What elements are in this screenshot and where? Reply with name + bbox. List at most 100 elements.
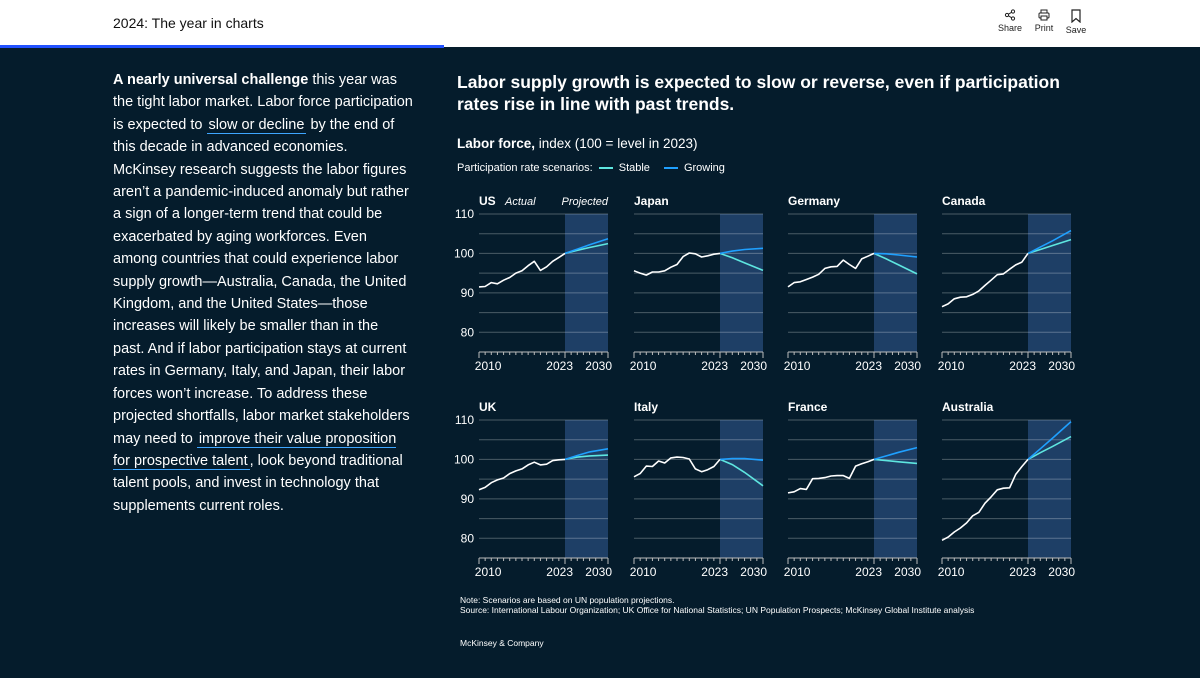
x-tick-label: 2023 (1009, 565, 1036, 579)
brand-logo: McKinsey & Company (460, 638, 544, 648)
page-title: 2024: The year in charts (113, 15, 264, 31)
x-tick-label: 2010 (475, 565, 502, 579)
x-tick-label: 2023 (701, 359, 728, 373)
x-tick-label: 2030 (1048, 359, 1075, 373)
panel-title-uk: UK (479, 400, 497, 414)
line-growing-france (873, 446, 918, 461)
save-button[interactable]: Save (1061, 9, 1091, 35)
line-actual-japan (633, 252, 721, 276)
line-growing-australia (1027, 421, 1072, 461)
note-text: Note: Scenarios are based on UN populati… (460, 595, 675, 605)
text: by the end of this decade in advanced ec… (113, 116, 410, 447)
y-tick-label: 100 (454, 246, 474, 260)
reading-progress-bar (0, 45, 444, 48)
x-tick-label: 2010 (475, 359, 502, 373)
projected-band (720, 420, 763, 558)
legend-swatch-growing (663, 167, 678, 169)
article-paragraph: A nearly universal challenge this year w… (113, 69, 413, 517)
y-tick-label: 100 (454, 452, 474, 466)
panel-title-australia: Australia (942, 400, 994, 414)
x-tick-label: 2030 (894, 565, 921, 579)
projected-band (874, 420, 917, 558)
line-stable-france (873, 458, 918, 465)
chart-title: Labor supply growth is expected to slow … (457, 72, 1060, 114)
print-button[interactable]: Print (1029, 9, 1059, 33)
x-tick-label: 2010 (630, 565, 657, 579)
subtitle-bold: Labor force, (457, 136, 536, 151)
projected-band (874, 214, 917, 352)
x-tick-label: 2023 (546, 565, 573, 579)
legend-label: Participation rate scenarios: (457, 162, 593, 174)
line-actual-canada (941, 252, 1029, 308)
y-tick-label: 110 (455, 207, 474, 221)
top-bar: 2024: The year in charts Share Print Sav… (0, 0, 1200, 47)
link-slow-or-decline[interactable]: slow or decline (206, 116, 307, 134)
line-actual-australia (941, 458, 1029, 542)
x-tick-label: 2023 (701, 565, 728, 579)
x-tick-label: 2030 (585, 359, 612, 373)
x-tick-label: 2010 (784, 359, 811, 373)
x-tick-label: 2030 (740, 359, 767, 373)
bookmark-icon (1071, 9, 1081, 23)
line-actual-germany (787, 252, 875, 288)
link-value-proposition[interactable]: improve their value proposition for pros… (113, 430, 397, 470)
x-tick-label: 2010 (630, 359, 657, 373)
share-button[interactable]: Share (995, 9, 1025, 33)
projected-band (1028, 214, 1071, 352)
x-tick-label: 2030 (740, 565, 767, 579)
panel-title-japan: Japan (634, 194, 669, 208)
projected-band (1028, 420, 1071, 558)
actual-label: Actual (504, 196, 536, 208)
x-tick-label: 2030 (1048, 565, 1075, 579)
legend-swatch-stable (598, 167, 613, 169)
legend-growing: Growing (683, 162, 725, 174)
y-tick-label: 110 (455, 413, 474, 427)
line-stable-italy (719, 458, 764, 487)
projected-band (565, 420, 608, 558)
source-text: Source: International Labour Organizatio… (460, 605, 975, 615)
line-actual-italy (633, 456, 721, 478)
x-tick-label: 2010 (938, 565, 965, 579)
print-label: Print (1034, 23, 1054, 33)
projected-band (720, 214, 763, 352)
x-tick-label: 2023 (1009, 359, 1036, 373)
y-tick-label: 80 (461, 325, 475, 339)
line-stable-germany (873, 252, 918, 275)
x-tick-label: 2023 (855, 565, 882, 579)
line-growing-canada (1027, 229, 1072, 255)
line-actual-uk (478, 458, 566, 491)
panel-title-germany: Germany (788, 194, 840, 208)
line-growing-japan (719, 247, 764, 255)
share-label: Share (997, 23, 1023, 33)
y-tick-label: 80 (461, 531, 475, 545)
x-tick-label: 2030 (585, 565, 612, 579)
x-tick-label: 2010 (938, 359, 965, 373)
line-actual-france (787, 458, 875, 494)
line-growing-germany (873, 252, 918, 258)
line-growing-us (564, 238, 609, 255)
line-stable-japan (719, 252, 764, 272)
y-tick-label: 90 (461, 286, 475, 300)
line-stable-canada (1027, 238, 1072, 255)
chart-note: Note: Scenarios are based on UN populati… (460, 595, 974, 615)
legend: Participation rate scenarios: Stable Gro… (457, 162, 725, 174)
line-stable-australia (1027, 435, 1072, 461)
legend-stable: Stable (618, 162, 650, 174)
panel-title-italy: Italy (634, 400, 658, 414)
text: this year was the tight labor market. La… (113, 72, 413, 133)
text: , look beyond traditional talent pools, … (113, 452, 403, 514)
x-tick-label: 2023 (855, 359, 882, 373)
subtitle-text: index (100 = level in 2023) (535, 136, 698, 151)
y-tick-label: 90 (461, 492, 475, 506)
x-tick-label: 2010 (784, 565, 811, 579)
x-tick-label: 2023 (546, 359, 573, 373)
projected-band (565, 214, 608, 352)
save-label: Save (1065, 25, 1087, 35)
panel-title-france: France (788, 400, 828, 414)
projected-label: Projected (562, 196, 609, 208)
lead-bold: A nearly universal challenge (113, 72, 309, 88)
x-tick-label: 2030 (894, 359, 921, 373)
line-actual-us (478, 252, 566, 288)
print-icon (1038, 9, 1050, 21)
